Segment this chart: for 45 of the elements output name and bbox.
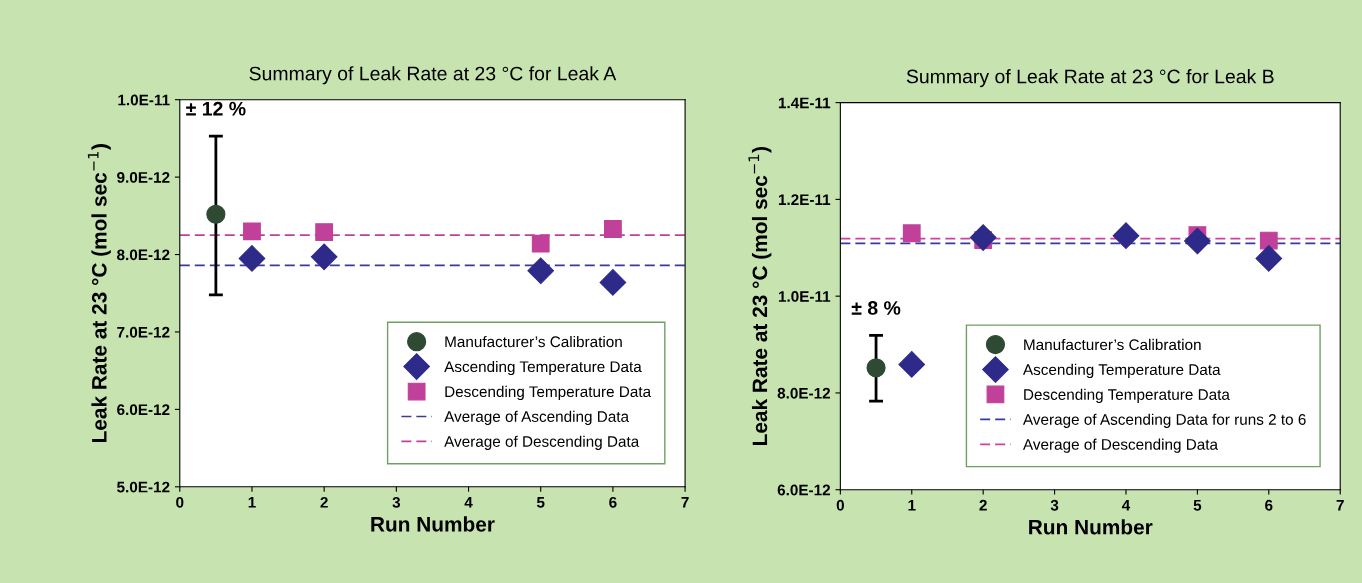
legend-label: Descending Temperature Data (445, 385, 652, 401)
chart-title: Summary of Leak Rate at 23 °C for Leak A (249, 66, 617, 85)
legend-label: Ascending Temperature Data (1022, 363, 1221, 379)
legend-label: Average of Ascending Data for runs 2 to 6 (1022, 413, 1306, 428)
x-tick-label: 4 (464, 497, 473, 508)
x-tick-label: 2 (979, 499, 987, 511)
y-tick-label: 7.0E-12 (117, 326, 170, 338)
chart-title: Summary of Leak Rate at 23 °C for Leak B (906, 69, 1274, 88)
y-tick-label: 6.0E-12 (117, 404, 170, 416)
y-tick-label: 1.2E-11 (778, 194, 831, 205)
legend-label: Manufacturer’s Calibration (1024, 338, 1201, 351)
x-tick-label: 1 (908, 500, 916, 511)
annotation: ± 12 % (186, 101, 246, 116)
x-tick-label: 1 (248, 497, 256, 508)
y-tick-label: 8.0E-12 (777, 387, 831, 399)
legend-label: Average of Ascending Data (444, 410, 630, 425)
x-tick-label: 0 (176, 496, 184, 508)
y-tick-label: 6.0E-12 (777, 484, 831, 496)
x-tick-label: 3 (1050, 499, 1059, 511)
x-tick-label: 7 (681, 497, 689, 508)
legend-label: Ascending Temperature Data (444, 360, 642, 376)
y-tick-label: 9.0E-12 (117, 171, 170, 183)
y-axis-title: Leak Rate at 23 °C (mol sec$^{−1}$) (87, 144, 111, 443)
x-tick-label: 7 (1336, 500, 1344, 511)
y-tick-label: 1.0E-11 (778, 291, 831, 302)
x-tick-label: 4 (1121, 500, 1131, 511)
x-tick-label: 6 (1265, 499, 1273, 511)
legend-label: Manufacturer’s Calibration (445, 335, 622, 348)
legend-label: Average of Descending Data (1022, 438, 1219, 453)
x-axis-title: Run Number (371, 516, 495, 532)
x-axis-title: Run Number (1029, 519, 1153, 535)
y-tick-label: 5.0E-12 (117, 481, 170, 493)
y-axis-title: Leak Rate at 23 °C (mol sec$^{−1}$) (748, 147, 772, 445)
x-tick-label: 5 (536, 497, 545, 508)
x-tick-label: 0 (836, 499, 844, 511)
x-tick-label: 3 (392, 496, 401, 508)
x-tick-label: 6 (609, 496, 617, 508)
y-tick-label: 1.0E-11 (118, 94, 170, 106)
x-tick-label: 5 (1193, 500, 1202, 511)
x-tick-label: 2 (320, 496, 328, 508)
y-tick-label: 1.4E-11 (778, 97, 831, 109)
legend-label: Descending Temperature Data (1024, 388, 1230, 403)
y-tick-label: 8.0E-12 (117, 249, 170, 261)
legend-label: Average of Descending Data (444, 435, 640, 450)
annotation: ± 8 % (851, 301, 901, 315)
